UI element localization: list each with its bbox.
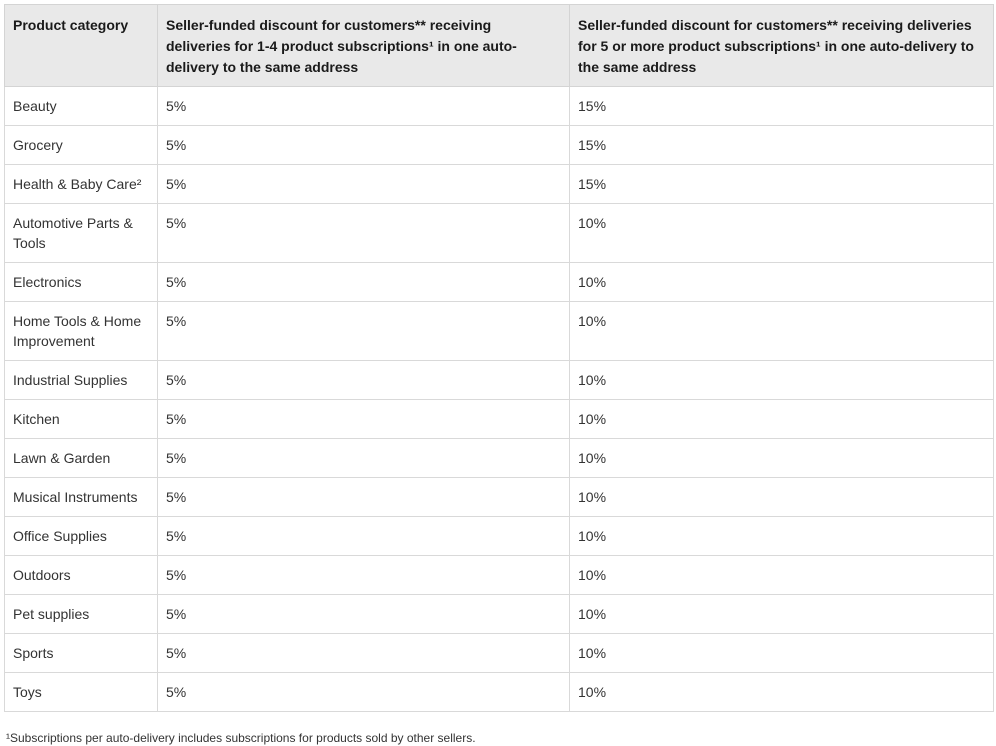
cell-discount-5-plus: 10% [569, 438, 994, 478]
cell-discount-1-4: 5% [157, 516, 570, 556]
cell-discount-5-plus: 10% [569, 301, 994, 361]
cell-product-category: Health & Baby Care² [4, 164, 158, 204]
table-row: Industrial Supplies 5% 10% [4, 360, 994, 400]
cell-product-category: Pet supplies [4, 594, 158, 634]
cell-product-category: Beauty [4, 86, 158, 126]
cell-discount-1-4: 5% [157, 633, 570, 673]
footnote-subscriptions-per-auto-delivery: ¹Subscriptions per auto-delivery include… [6, 731, 476, 745]
table-row: Lawn & Garden 5% 10% [4, 438, 994, 478]
cell-product-category: Industrial Supplies [4, 360, 158, 400]
table-header-row: Product category Seller-funded discount … [4, 4, 994, 87]
table-row: Toys 5% 10% [4, 672, 994, 712]
cell-discount-1-4: 5% [157, 555, 570, 595]
cell-discount-5-plus: 10% [569, 594, 994, 634]
cell-discount-1-4: 5% [157, 203, 570, 263]
cell-discount-1-4: 5% [157, 477, 570, 517]
table-body: Beauty 5% 15% Grocery 5% 15% Health & Baby Car… [4, 86, 994, 712]
table-row: Kitchen 5% 10% [4, 399, 994, 439]
cell-discount-5-plus: 10% [569, 555, 994, 595]
cell-discount-1-4: 5% [157, 86, 570, 126]
cell-discount-5-plus: 15% [569, 86, 994, 126]
cell-discount-5-plus: 10% [569, 633, 994, 673]
cell-discount-5-plus: 15% [569, 164, 994, 204]
table-row: Sports 5% 10% [4, 633, 994, 673]
table-row: Electronics 5% 10% [4, 262, 994, 302]
cell-discount-1-4: 5% [157, 594, 570, 634]
cell-discount-1-4: 5% [157, 262, 570, 302]
cell-discount-1-4: 5% [157, 360, 570, 400]
table-row: Outdoors 5% 10% [4, 555, 994, 595]
cell-discount-5-plus: 10% [569, 203, 994, 263]
table-row: Health & Baby Care² 5% 15% [4, 164, 994, 204]
table-row: Pet supplies 5% 10% [4, 594, 994, 634]
table-row: Home Tools & Home Improvement 5% 10% [4, 301, 994, 361]
cell-product-category: Sports [4, 633, 158, 673]
cell-discount-5-plus: 10% [569, 672, 994, 712]
cell-product-category: Grocery [4, 125, 158, 165]
cell-product-category: Home Tools & Home Improvement [4, 301, 158, 361]
cell-product-category: Lawn & Garden [4, 438, 158, 478]
cell-product-category: Outdoors [4, 555, 158, 595]
cell-discount-1-4: 5% [157, 301, 570, 361]
cell-discount-1-4: 5% [157, 164, 570, 204]
cell-discount-5-plus: 10% [569, 360, 994, 400]
cell-discount-1-4: 5% [157, 438, 570, 478]
column-header-discount-1-4-subscriptions: Seller-funded discount for customers** r… [157, 4, 570, 87]
table-row: Office Supplies 5% 10% [4, 516, 994, 556]
cell-product-category: Kitchen [4, 399, 158, 439]
column-header-discount-5-plus-subscriptions: Seller-funded discount for customers** r… [569, 4, 994, 87]
cell-product-category: Automotive Parts & Tools [4, 203, 158, 263]
cell-discount-5-plus: 10% [569, 399, 994, 439]
cell-product-category: Musical Instruments [4, 477, 158, 517]
table-row: Beauty 5% 15% [4, 86, 994, 126]
column-header-product-category: Product category [4, 4, 158, 87]
table-row: Grocery 5% 15% [4, 125, 994, 165]
cell-product-category: Office Supplies [4, 516, 158, 556]
cell-discount-5-plus: 10% [569, 516, 994, 556]
cell-product-category: Electronics [4, 262, 158, 302]
cell-discount-1-4: 5% [157, 399, 570, 439]
cell-discount-5-plus: 10% [569, 262, 994, 302]
seller-funded-discount-table: Product category Seller-funded discount … [4, 4, 994, 712]
cell-discount-1-4: 5% [157, 125, 570, 165]
cell-discount-1-4: 5% [157, 672, 570, 712]
cell-product-category: Toys [4, 672, 158, 712]
table-row: Musical Instruments 5% 10% [4, 477, 994, 517]
table-row: Automotive Parts & Tools 5% 10% [4, 203, 994, 263]
cell-discount-5-plus: 15% [569, 125, 994, 165]
cell-discount-5-plus: 10% [569, 477, 994, 517]
